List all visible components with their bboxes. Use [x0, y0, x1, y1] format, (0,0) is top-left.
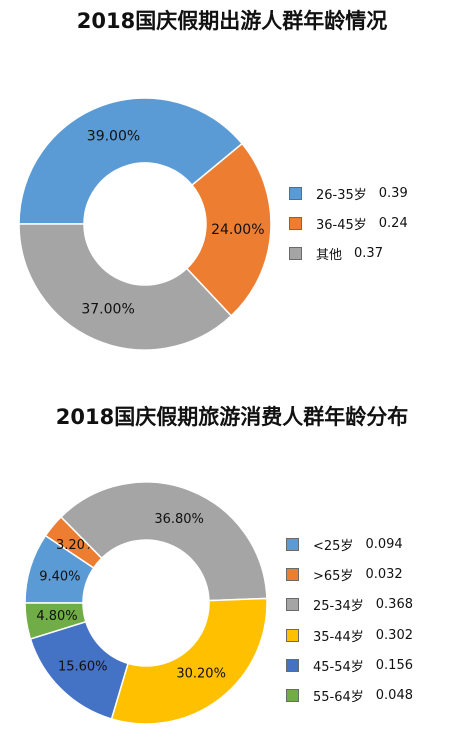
legend-swatch [286, 567, 299, 581]
legend-label: <25岁 [313, 538, 354, 554]
slice-data-label: 9.40% [39, 569, 80, 584]
slice-data-label: 15.60% [58, 660, 108, 675]
legend-value: 0.39 [378, 185, 408, 201]
legend-label: 35-44岁 [313, 629, 364, 645]
legend-value: 0.048 [375, 688, 413, 704]
legend-value: 0.094 [365, 536, 403, 552]
legend-label: 55-64岁 [313, 690, 364, 706]
chart2-donut: 9.40%3.20%36.80%30.20%15.60%4.80% [24, 481, 268, 725]
legend-item: >65岁 0.032 [286, 559, 413, 589]
legend-value: 0.24 [378, 215, 408, 231]
legend-item: 55-64岁 0.048 [286, 680, 413, 710]
legend-swatch [286, 689, 299, 703]
slice-data-label: 30.20% [176, 667, 226, 682]
chart1-title: 2018国庆假期出游人群年龄情况 [76, 9, 388, 33]
slice-data-label: 4.80% [36, 609, 77, 624]
legend-item: 45-54岁 0.156 [286, 650, 413, 680]
legend-label: 26-35岁 [316, 187, 367, 203]
legend-label: 其他 [316, 248, 343, 264]
legend-swatch [286, 658, 299, 672]
legend-item: 25-34岁 0.368 [286, 590, 413, 620]
donut-slice [18, 223, 233, 351]
legend-swatch [289, 186, 302, 200]
legend-swatch [286, 537, 299, 551]
chart2-title: 2018国庆假期旅游消费人群年龄分布 [55, 405, 409, 429]
legend-swatch [289, 216, 302, 230]
legend-swatch [289, 247, 302, 261]
legend-label: >65岁 [313, 568, 354, 584]
slice-data-label: 37.00% [81, 301, 134, 317]
legend-swatch [286, 598, 299, 612]
donut-slice [59, 481, 268, 602]
chart1-legend: 26-35岁 0.39 36-45岁 0.24 其他 0.37 [289, 178, 408, 269]
legend-item: 36-45岁 0.24 [289, 208, 408, 238]
legend-label: 36-45岁 [316, 217, 367, 233]
legend-label: 25-34岁 [313, 599, 364, 615]
donut-slice [185, 142, 272, 317]
legend-value: 0.368 [375, 597, 413, 613]
legend-value: 0.37 [354, 246, 383, 262]
donut-slice [18, 97, 244, 225]
legend-value: 0.032 [365, 566, 403, 582]
legend-item: 26-35岁 0.39 [289, 178, 408, 208]
slice-data-label: 36.80% [154, 512, 204, 527]
slice-data-label: 24.00% [211, 222, 264, 238]
legend-value: 0.302 [375, 627, 413, 643]
legend-value: 0.156 [375, 657, 413, 673]
donut-slice [24, 602, 87, 640]
legend-item: 其他 0.37 [289, 239, 408, 269]
legend-item: <25岁 0.094 [286, 529, 413, 559]
legend-item: 35-44岁 0.302 [286, 620, 413, 650]
slice-data-label: 39.00% [87, 128, 140, 144]
legend-swatch [286, 628, 299, 642]
chart1-donut: 39.00% 24.00% 37.00% [18, 97, 272, 351]
chart2-legend: <25岁 0.094 >65岁 0.032 25-34岁 0.368 35-44岁 0.302… [286, 529, 413, 711]
donut-slice [110, 597, 268, 725]
legend-label: 45-54岁 [313, 659, 364, 675]
